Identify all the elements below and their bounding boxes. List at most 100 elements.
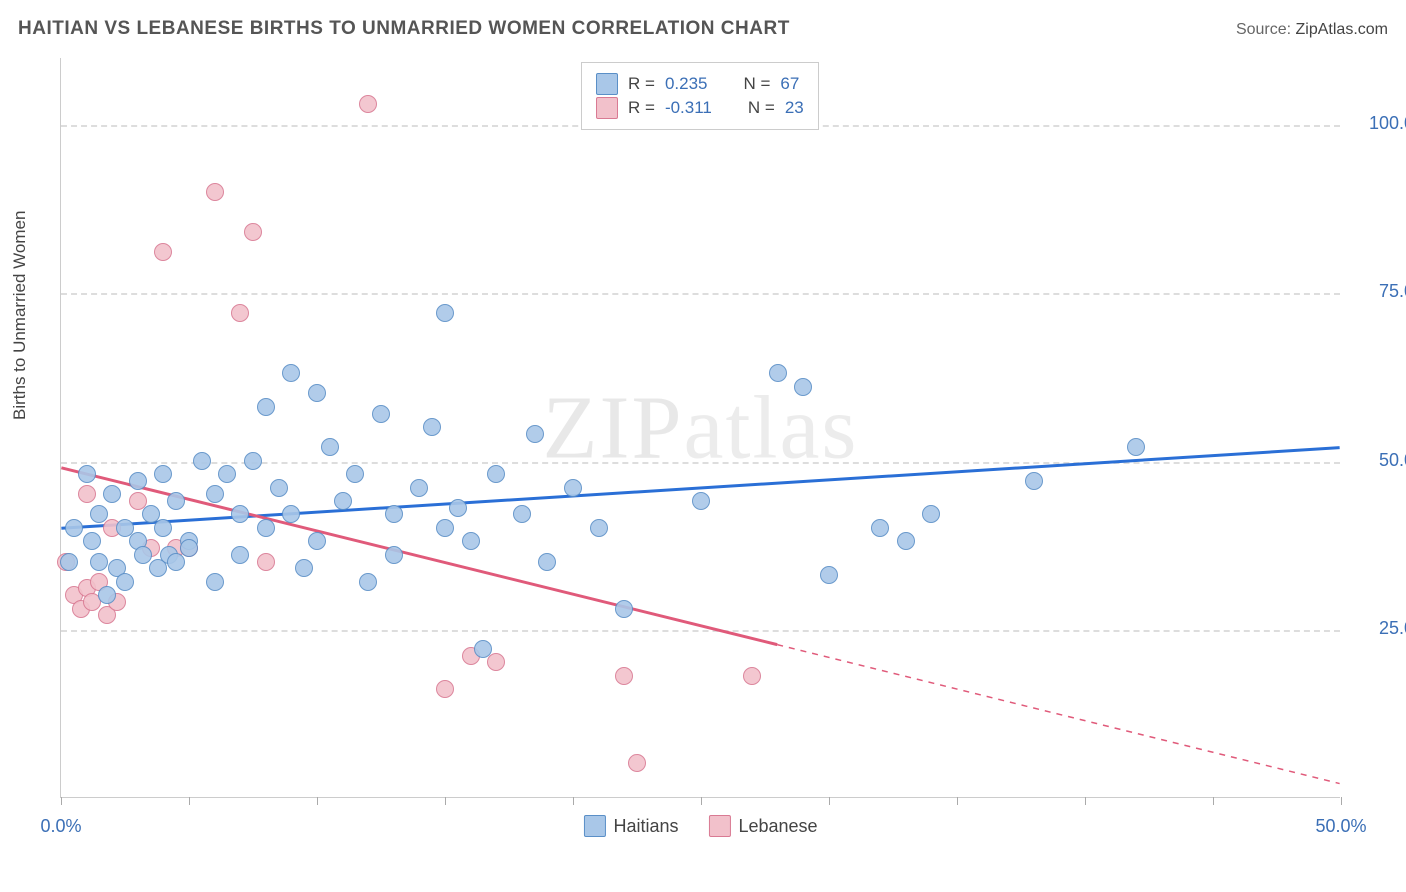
data-point-haitians [78,465,96,483]
data-point-haitians [871,519,889,537]
data-point-haitians [474,640,492,658]
source-name: ZipAtlas.com [1296,21,1388,38]
y-tick-label: 25.0% [1350,618,1406,639]
data-point-haitians [83,532,101,550]
legend-item-lebanese: Lebanese [708,815,817,837]
data-point-haitians [449,499,467,517]
data-point-haitians [206,485,224,503]
legend-label-lebanese: Lebanese [738,816,817,837]
data-point-haitians [154,519,172,537]
data-point-haitians [423,418,441,436]
stats-row-lebanese: R = -0.311 N = 23 [596,97,804,119]
r-value-lebanese: -0.311 [665,98,712,118]
data-point-haitians [193,452,211,470]
data-point-haitians [116,573,134,591]
data-point-haitians [385,505,403,523]
data-point-haitians [538,553,556,571]
data-point-haitians [385,546,403,564]
x-tick-label: 0.0% [40,816,81,837]
data-point-haitians [154,465,172,483]
data-point-haitians [794,378,812,396]
y-tick-label: 50.0% [1350,450,1406,471]
x-tick-mark [701,797,702,805]
y-tick-label: 75.0% [1350,281,1406,302]
data-point-haitians [526,425,544,443]
trendline [777,645,1339,784]
n-value-lebanese: 23 [785,98,804,118]
series-legend: Haitians Lebanese [583,815,817,837]
data-point-haitians [487,465,505,483]
swatch-lebanese-icon [596,97,618,119]
n-value-haitians: 67 [780,74,799,94]
swatch-lebanese-icon [708,815,730,837]
data-point-haitians [922,505,940,523]
data-point-haitians [372,405,390,423]
x-tick-mark [189,797,190,805]
data-point-haitians [134,546,152,564]
data-point-haitians [129,472,147,490]
data-point-haitians [308,384,326,402]
data-point-lebanese [487,653,505,671]
data-point-haitians [270,479,288,497]
data-point-haitians [167,492,185,510]
source-attribution: Source: ZipAtlas.com [1236,21,1388,39]
data-point-haitians [98,586,116,604]
trendlines-svg [61,58,1340,797]
data-point-haitians [257,398,275,416]
data-point-lebanese [628,754,646,772]
n-label: N = [743,74,770,94]
x-tick-mark [445,797,446,805]
data-point-lebanese [615,667,633,685]
data-point-haitians [1025,472,1043,490]
n-label: N = [748,98,775,118]
data-point-haitians [65,519,83,537]
data-point-lebanese [743,667,761,685]
data-point-haitians [60,553,78,571]
y-axis-label: Births to Unmarried Women [10,211,30,420]
data-point-haitians [282,364,300,382]
data-point-haitians [231,505,249,523]
legend-item-haitians: Haitians [583,815,678,837]
data-point-haitians [180,539,198,557]
data-point-lebanese [78,485,96,503]
x-tick-mark [829,797,830,805]
data-point-haitians [244,452,262,470]
data-point-haitians [218,465,236,483]
legend-label-haitians: Haitians [613,816,678,837]
swatch-haitians-icon [596,73,618,95]
r-value-haitians: 0.235 [665,74,708,94]
data-point-haitians [90,505,108,523]
data-point-haitians [206,573,224,591]
y-tick-label: 100.0% [1350,113,1406,134]
data-point-lebanese [244,223,262,241]
data-point-haitians [231,546,249,564]
data-point-haitians [282,505,300,523]
data-point-haitians [897,532,915,550]
data-point-haitians [334,492,352,510]
chart-plot-area: ZIPatlas 25.0%50.0%75.0%100.0% 0.0%50.0%… [60,58,1340,798]
data-point-haitians [436,519,454,537]
data-point-haitians [820,566,838,584]
data-point-haitians [321,438,339,456]
data-point-haitians [167,553,185,571]
data-point-haitians [359,573,377,591]
data-point-lebanese [257,553,275,571]
x-tick-mark [317,797,318,805]
chart-title: HAITIAN VS LEBANESE BIRTHS TO UNMARRIED … [18,18,790,40]
data-point-lebanese [436,680,454,698]
data-point-haitians [436,304,454,322]
x-tick-label: 50.0% [1315,816,1366,837]
data-point-haitians [295,559,313,577]
x-tick-mark [573,797,574,805]
data-point-lebanese [206,183,224,201]
data-point-haitians [564,479,582,497]
data-point-haitians [769,364,787,382]
data-point-haitians [590,519,608,537]
r-label: R = [628,74,655,94]
x-tick-mark [61,797,62,805]
data-point-haitians [346,465,364,483]
data-point-haitians [513,505,531,523]
r-label: R = [628,98,655,118]
x-tick-mark [1085,797,1086,805]
data-point-haitians [1127,438,1145,456]
